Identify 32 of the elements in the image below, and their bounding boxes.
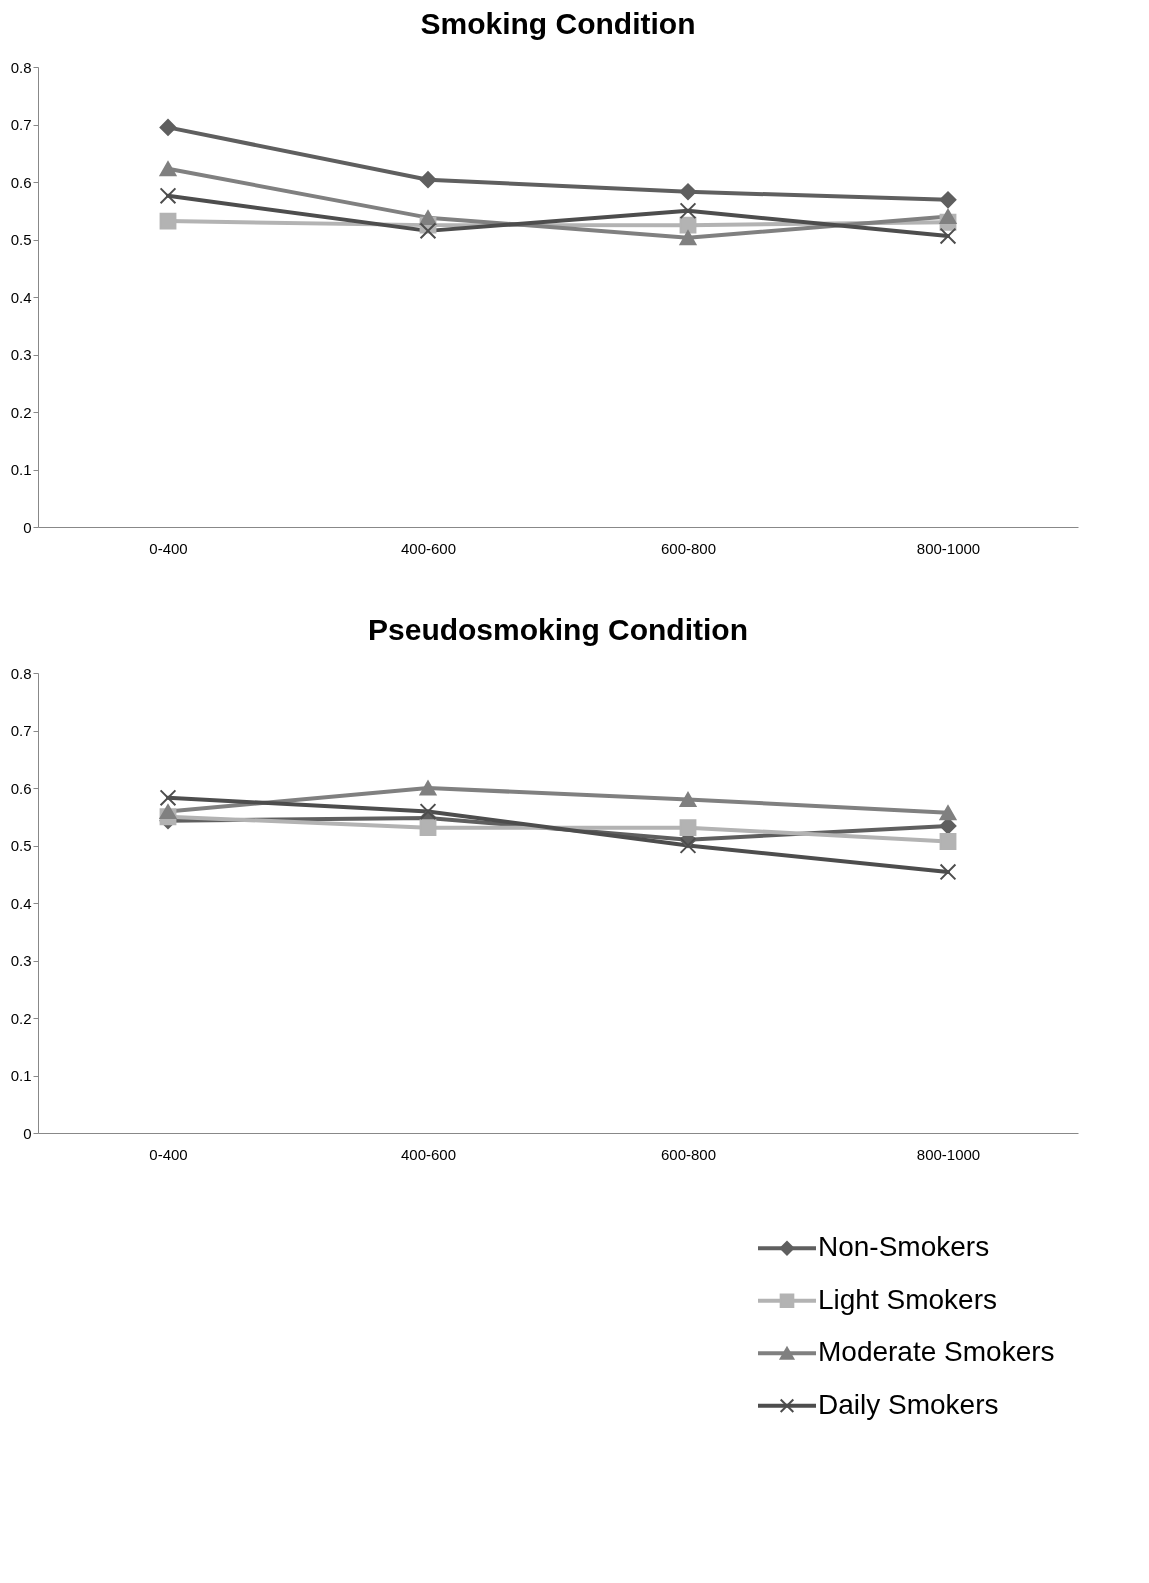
legend-label: Daily Smokers	[818, 1388, 999, 1420]
y-tick-label: 0.6	[10, 173, 32, 191]
y-tick-label: 0.8	[10, 58, 32, 76]
y-tick-label: 0.3	[10, 952, 32, 969]
y-tick-label: 0.6	[10, 779, 32, 797]
chart-title: Pseudosmoking Condition	[368, 613, 748, 646]
legend-label: Moderate Smokers	[818, 1336, 1055, 1368]
x-tick-label: 600-800	[660, 1145, 717, 1163]
x-tick-label: 400-600	[400, 539, 457, 557]
chart-title: Smoking Condition	[420, 7, 696, 40]
y-tick-label: 0.5	[10, 837, 32, 854]
x-tick-label: 800-1000	[916, 1145, 981, 1163]
x-tick-label: 0-400	[149, 539, 188, 557]
y-tick-label: 0.8	[10, 664, 32, 682]
y-tick-label: 0.1	[10, 1067, 32, 1084]
y-tick-label: 0.4	[10, 288, 32, 306]
y-tick-label: 0.2	[10, 1009, 32, 1027]
y-tick-label: 0.7	[10, 722, 32, 739]
y-tick-label: 0.7	[10, 116, 32, 133]
legend-label: Non-Smokers	[818, 1231, 990, 1263]
y-tick-label: 0	[23, 518, 32, 536]
y-tick-label: 0.5	[10, 231, 32, 248]
y-tick-label: 0.3	[10, 346, 32, 363]
y-tick-label: 0.2	[10, 403, 32, 421]
x-tick-label: 800-1000	[916, 539, 981, 557]
x-tick-label: 600-800	[660, 539, 717, 557]
x-tick-label: 0-400	[149, 1145, 188, 1163]
y-tick-label: 0.4	[10, 894, 32, 912]
y-tick-label: 0	[23, 1124, 32, 1142]
legend-label: Light Smokers	[818, 1283, 997, 1315]
y-tick-label: 0.1	[10, 461, 32, 478]
x-tick-label: 400-600	[400, 1145, 457, 1163]
